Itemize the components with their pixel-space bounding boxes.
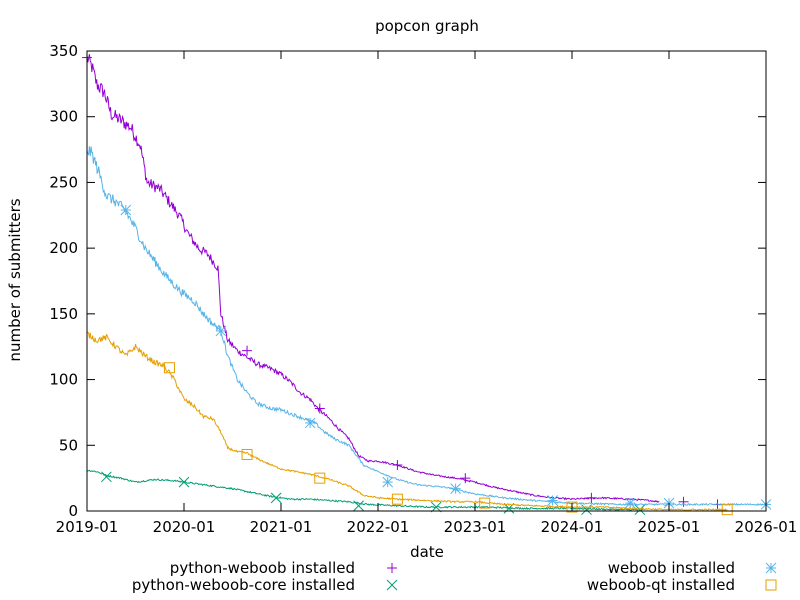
series-marker-3	[163, 362, 175, 374]
legend-marker-3	[765, 579, 777, 591]
y-tick-label: 100	[49, 371, 78, 389]
series-marker-2	[382, 476, 394, 488]
y-axis-ticks: 0 50 100 150 200 250 300 350	[49, 42, 766, 520]
y-tick-label: 200	[49, 239, 78, 257]
series-marker-3	[479, 497, 491, 509]
x-tick-label: 2019-01	[56, 518, 119, 536]
y-tick-label: 350	[49, 42, 78, 60]
series-marker-0	[586, 492, 597, 503]
series-line-3	[86, 331, 728, 512]
x-tick-label: 2022-01	[347, 518, 410, 536]
plot-area	[82, 52, 772, 516]
series-marker-1	[270, 492, 282, 504]
series-marker-2	[547, 495, 558, 506]
y-tick-label: 50	[59, 436, 78, 454]
series-marker-3	[566, 501, 578, 513]
series-marker-2	[304, 417, 316, 429]
series-marker-2	[624, 497, 636, 509]
chart-title: popcon graph	[375, 17, 479, 35]
legend-label: python-weboob installed	[170, 559, 355, 577]
x-axis-label: date	[410, 543, 444, 561]
series-marker-3	[721, 504, 733, 516]
legend-label: weboob installed	[608, 559, 735, 577]
series-marker-0	[460, 473, 471, 484]
x-tick-label: 2023-01	[444, 518, 507, 536]
legend-marker-1	[386, 579, 398, 591]
x-tick-label: 2024-01	[541, 518, 604, 536]
series-marker-3	[314, 472, 326, 484]
x-axis-ticks: 2019-01 2020-01 2021-01 2022-01 2023-01 2024-…	[56, 51, 798, 536]
series-marker-2	[120, 204, 132, 216]
series-marker-0	[314, 403, 325, 414]
y-tick-label: 150	[49, 305, 78, 323]
y-tick-label: 300	[49, 108, 78, 126]
series-marker-2	[215, 325, 227, 337]
series-marker-1	[430, 501, 442, 513]
legend: python-weboob installedpython-weboob-cor…	[132, 559, 777, 594]
x-tick-label: 2026-01	[735, 518, 798, 536]
series-marker-1	[634, 504, 646, 516]
x-tick-label: 2020-01	[153, 518, 216, 536]
y-axis-label: number of submitters	[6, 198, 24, 361]
legend-label: weboob-qt installed	[587, 576, 735, 594]
series-marker-3	[241, 448, 253, 460]
series-marker-1	[178, 476, 190, 488]
series-line-2	[86, 146, 767, 507]
series-marker-0	[392, 460, 403, 470]
series-marker-1	[101, 471, 112, 483]
plot-border	[86, 50, 767, 512]
legend-label: python-weboob-core installed	[132, 576, 355, 594]
series-line-0	[86, 54, 660, 503]
legend-marker-2	[765, 562, 777, 574]
x-tick-label: 2025-01	[638, 518, 701, 536]
series-marker-1	[353, 500, 364, 512]
x-tick-label: 2021-01	[250, 518, 313, 536]
series-marker-0	[678, 496, 689, 507]
legend-marker-0	[387, 563, 397, 573]
series-line-1	[86, 469, 646, 512]
series-marker-2	[450, 483, 461, 495]
series-marker-0	[242, 345, 253, 356]
y-tick-label: 250	[49, 173, 78, 191]
series-marker-3	[391, 493, 403, 505]
y-tick-label: 0	[68, 502, 78, 520]
